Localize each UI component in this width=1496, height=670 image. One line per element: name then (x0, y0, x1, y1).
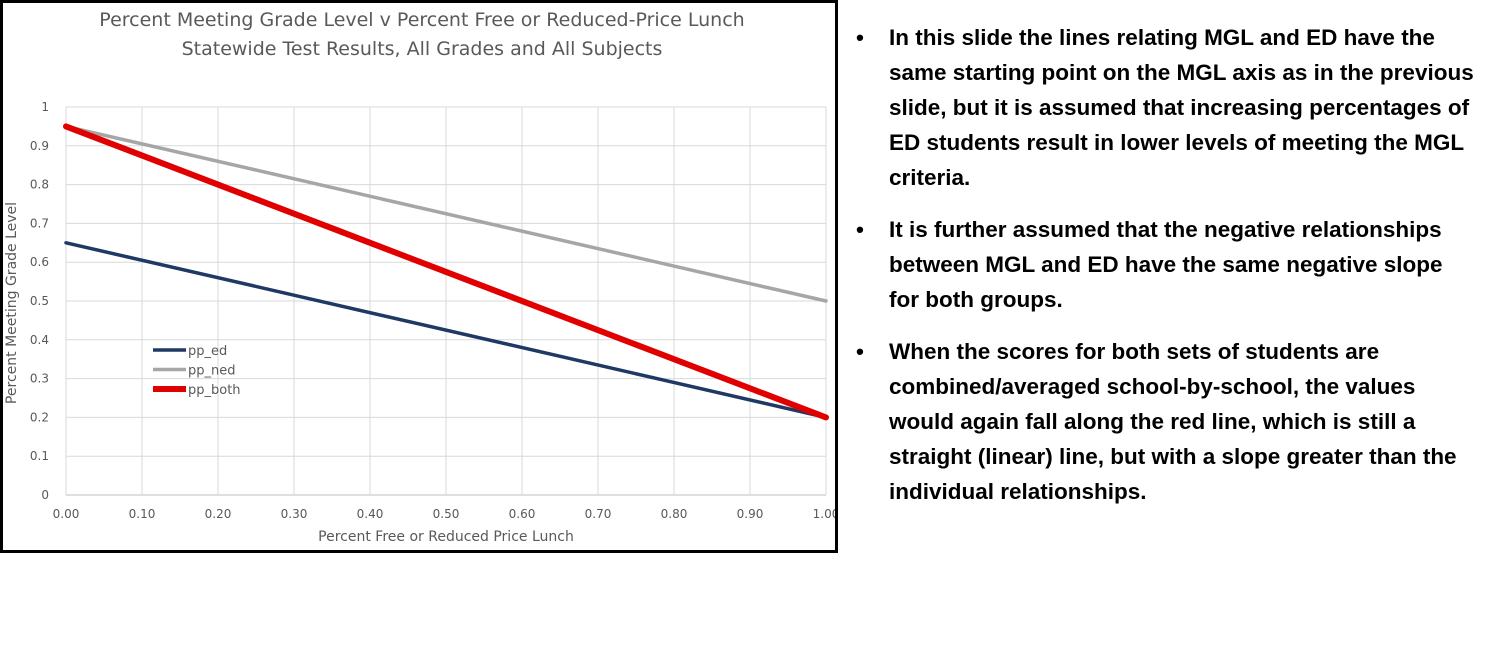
y-tick-label: 0.7 (30, 216, 49, 230)
chart-frame: Percent Meeting Grade Level v Percent Fr… (0, 0, 838, 553)
x-tick-label: 0.60 (509, 507, 536, 521)
y-tick-label: 0.6 (30, 255, 49, 269)
y-tick-label: 0.9 (30, 139, 49, 153)
chart-subtitle: Statewide Test Results, All Grades and A… (181, 38, 663, 60)
y-tick-label: 0 (41, 488, 49, 502)
x-tick-label: 1.00 (813, 507, 835, 521)
x-tick-label: 0.40 (357, 507, 384, 521)
bullet-note-text: It is further assumed that the negative … (889, 217, 1443, 312)
legend-label-pp_both: pp_both (188, 383, 241, 398)
x-tick-label: 0.80 (661, 507, 688, 521)
y-tick-label: 0.4 (30, 333, 49, 347)
bullet-icon: • (856, 339, 864, 364)
chart-title: Percent Meeting Grade Level v Percent Fr… (99, 9, 745, 31)
y-tick-label: 1 (41, 100, 49, 114)
x-tick-label: 0.00 (53, 507, 80, 521)
line-chart: 0 0.1 0.2 0.3 0.4 0.5 0.6 0.7 0.8 0.9 1 0.00 0.10 0.2… (4, 100, 835, 545)
x-tick-label: 0.10 (129, 507, 156, 521)
bullet-icon: • (856, 217, 864, 242)
x-tick-label: 0.70 (585, 507, 612, 521)
x-tick-label: 0.50 (433, 507, 460, 521)
x-tick-label: 0.30 (281, 507, 308, 521)
y-tick-label: 0.2 (30, 410, 49, 424)
bullet-note: • When the scores for both sets of stude… (856, 334, 1476, 509)
x-tick-label: 0.90 (737, 507, 764, 521)
y-tick-label: 0.5 (30, 294, 49, 308)
y-tick-label: 0.1 (30, 449, 49, 463)
legend-label-pp_ed: pp_ed (188, 344, 227, 359)
bullet-note: • It is further assumed that the negativ… (856, 212, 1476, 317)
y-tick-label: 0.3 (30, 372, 49, 386)
x-tick-label: 0.20 (205, 507, 232, 521)
series-line-pp_both (63, 123, 829, 421)
bullet-notes: • In this slide the lines relating MGL a… (856, 20, 1476, 526)
x-axis-title: Percent Free or Reduced Price Lunch (318, 529, 574, 545)
y-tick-label: 0.8 (30, 178, 49, 192)
y-axis-title: Percent Meeting Grade Level (4, 202, 20, 404)
series-line-pp_ed (64, 241, 828, 420)
bullet-icon: • (856, 25, 864, 50)
bullet-note: • In this slide the lines relating MGL a… (856, 20, 1476, 195)
bullet-note-text: In this slide the lines relating MGL and… (889, 25, 1474, 190)
series-line-pp_ned (64, 124, 828, 303)
bullet-note-text: When the scores for both sets of student… (889, 339, 1457, 504)
legend-label-pp_ned: pp_ned (188, 364, 236, 379)
